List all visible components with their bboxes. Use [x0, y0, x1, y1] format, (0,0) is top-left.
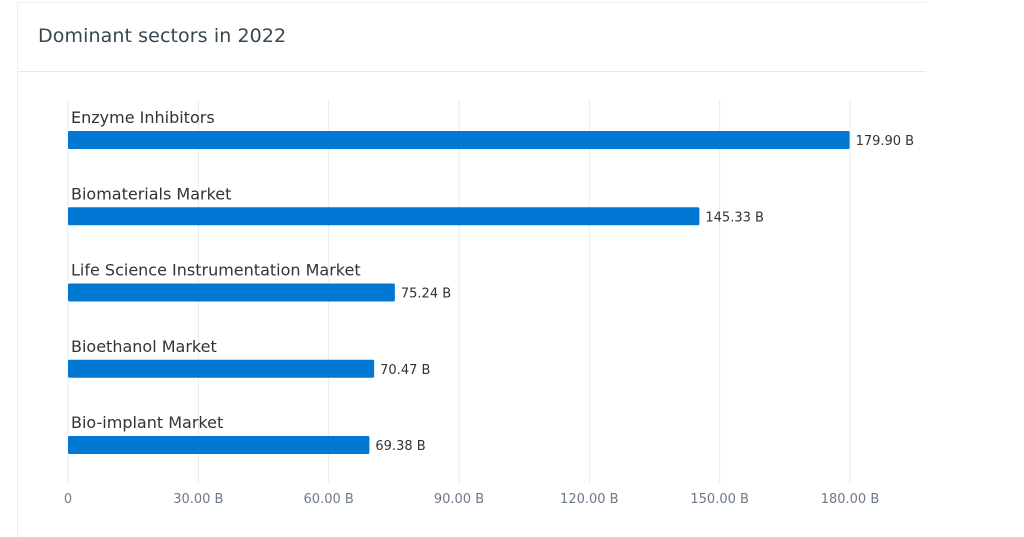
data-label: 179.90 B	[856, 134, 915, 149]
category-label: Bioethanol Market	[71, 337, 217, 356]
x-tick-label: 60.00 B	[304, 492, 354, 507]
category-label: Biomaterials Market	[71, 184, 231, 203]
x-axis-ticks: 0 30.00 B 60.00 B 90.00 B 120.00 B 150.00 B 18…	[64, 492, 879, 507]
bar[interactable]	[68, 207, 699, 225]
x-tick-label: 0	[64, 492, 72, 507]
bars: Enzyme Inhibitors 179.90 B Biomaterials Ma…	[68, 108, 914, 454]
category-label: Bio-implant Market	[71, 413, 223, 432]
category-label: Life Science Instrumentation Market	[71, 261, 361, 280]
data-label: 75.24 B	[401, 287, 451, 302]
category-label: Enzyme Inhibitors	[71, 108, 215, 127]
x-tick-label: 150.00 B	[690, 492, 749, 507]
bar[interactable]	[68, 436, 369, 454]
x-tick-label: 120.00 B	[560, 492, 619, 507]
data-label: 145.33 B	[705, 210, 764, 225]
data-label: 69.38 B	[375, 439, 425, 454]
data-label: 70.47 B	[380, 363, 430, 378]
bar[interactable]	[68, 360, 374, 378]
x-tick-label: 90.00 B	[434, 492, 484, 507]
bar[interactable]	[68, 284, 395, 302]
x-tick-label: 180.00 B	[821, 492, 880, 507]
bar[interactable]	[68, 131, 850, 149]
x-tick-label: 30.00 B	[173, 492, 223, 507]
